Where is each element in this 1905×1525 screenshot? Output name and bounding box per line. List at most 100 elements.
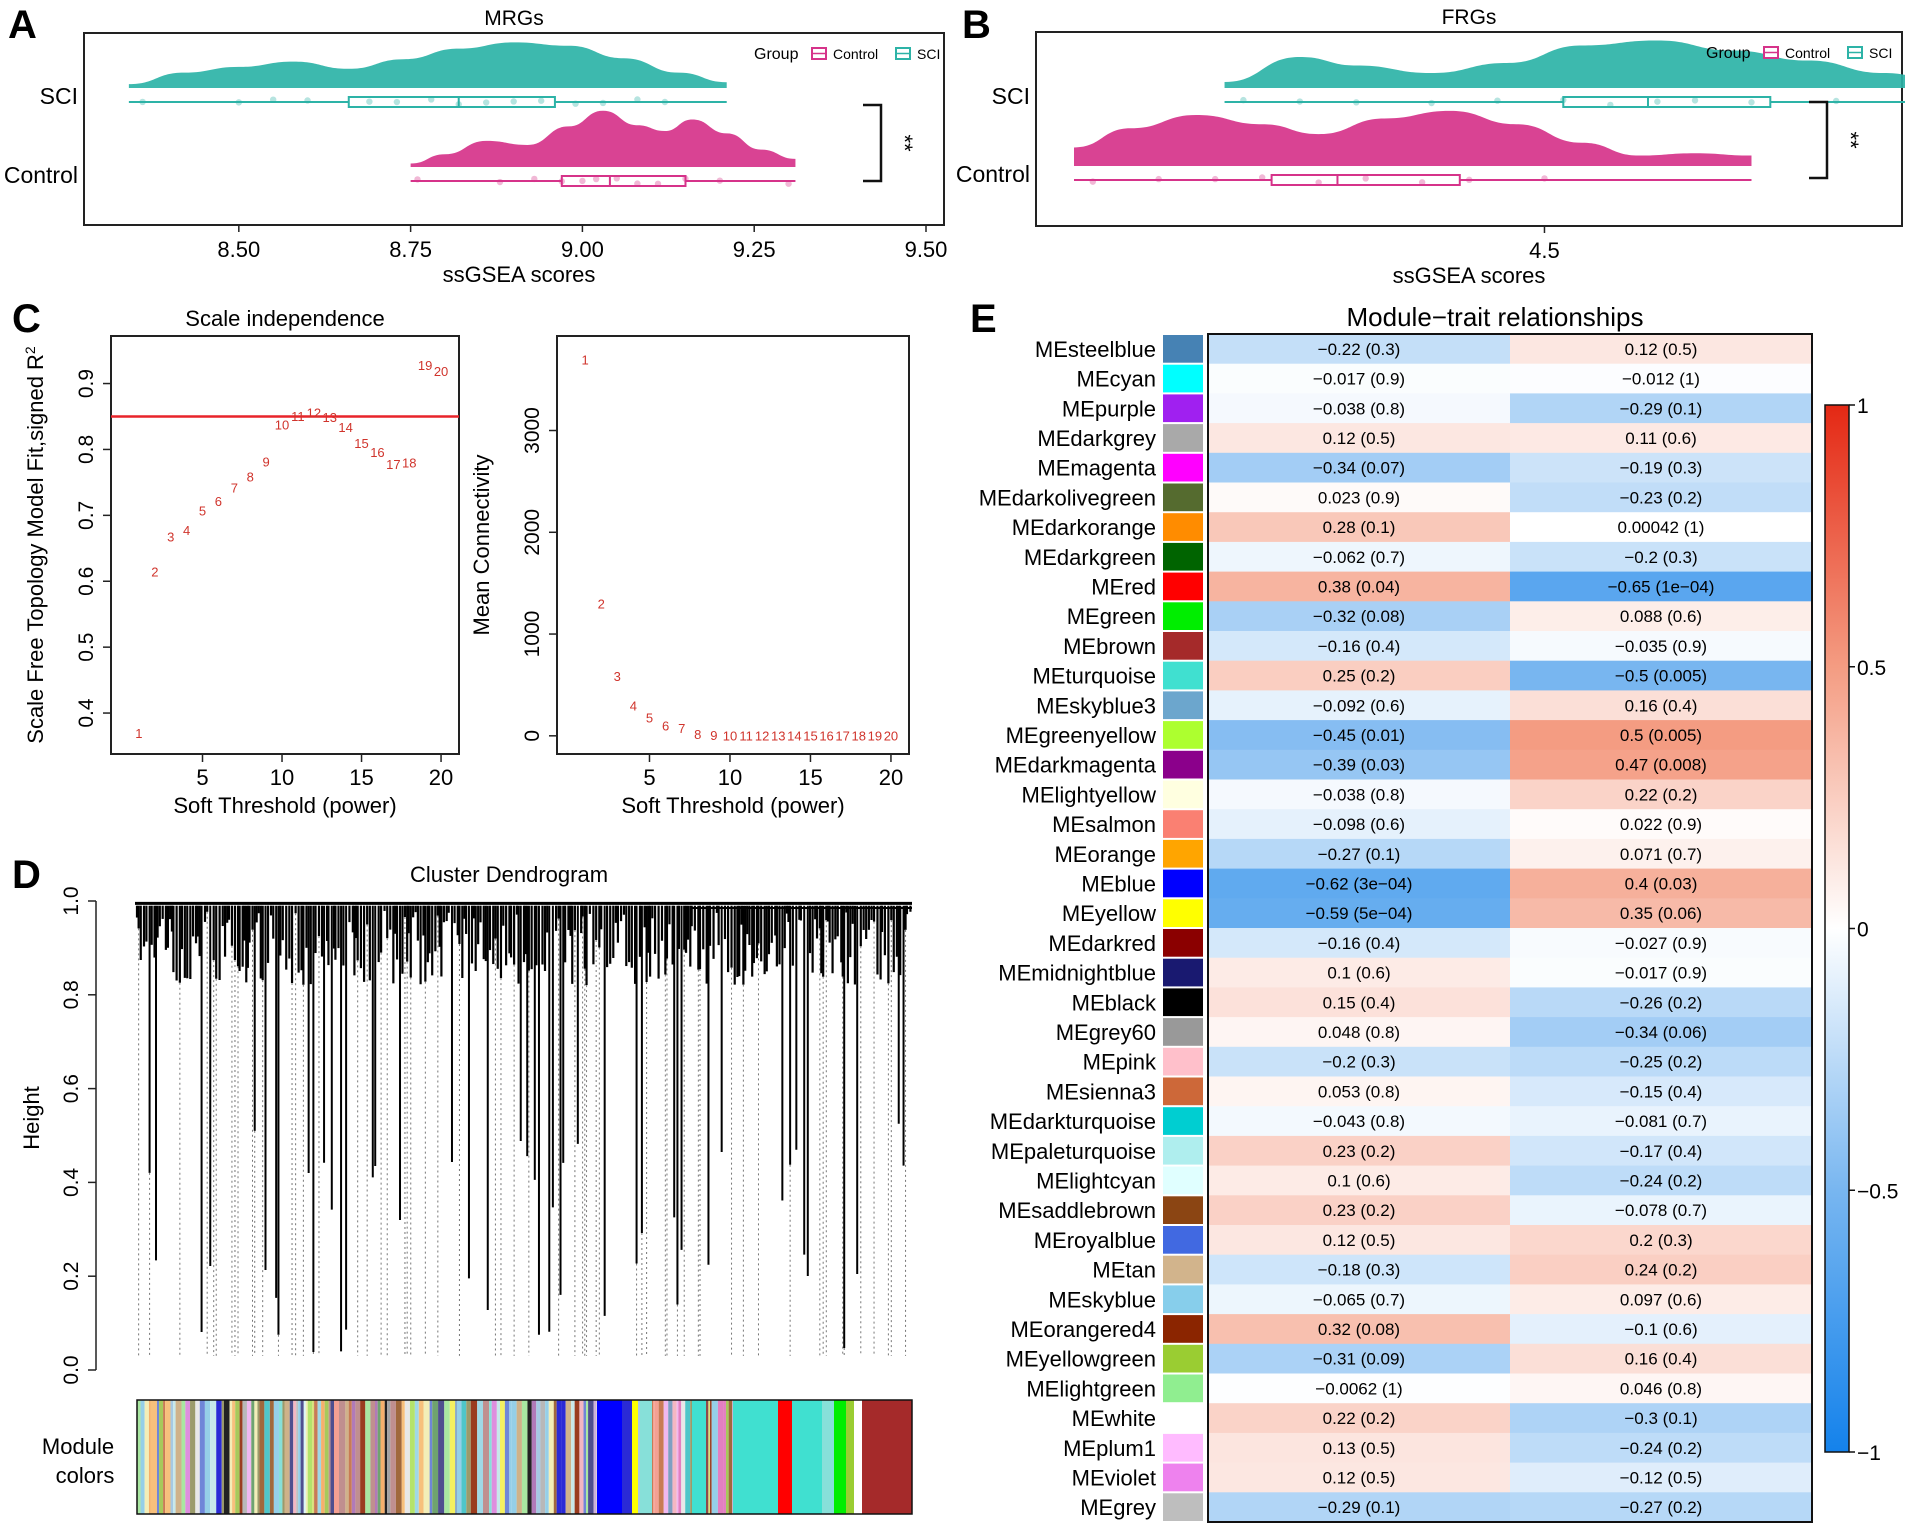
module-swatch-MEmagenta — [1163, 453, 1203, 482]
module-color-stripe — [348, 1400, 352, 1514]
module-color-block — [640, 1400, 652, 1514]
y-tick-label: 1000 — [521, 611, 544, 658]
heat-cell — [1208, 809, 1510, 840]
x-tick-label: 4.5 — [1529, 238, 1560, 263]
group-label-control: Control — [4, 162, 78, 188]
module-swatch-MEdarkturquoise — [1163, 1107, 1203, 1135]
point-label-20: 20 — [884, 728, 898, 743]
module-swatch-MEpaleturquoise — [1163, 1136, 1203, 1165]
cell-label: −0.017 (0.9) — [1313, 370, 1405, 389]
module-label-MEdarkorange: MEdarkorange — [1012, 515, 1156, 540]
module-color-stripe — [181, 1400, 186, 1514]
data-point — [661, 98, 669, 106]
point-label-17: 17 — [386, 457, 400, 472]
module-color-stripe — [496, 1400, 501, 1514]
cell-label: 0.12 (0.5) — [1323, 1231, 1396, 1250]
heat-cell — [1510, 1284, 1812, 1315]
cell-label: −0.25 (0.2) — [1620, 1053, 1703, 1072]
module-color-stripe — [148, 1400, 151, 1514]
heat-cell — [1510, 1432, 1812, 1464]
module-swatch-MEpink — [1163, 1047, 1203, 1076]
data-point — [304, 97, 311, 104]
cell-label: −0.24 (0.2) — [1620, 1171, 1703, 1190]
y-tick-label: 0.5 — [75, 633, 98, 662]
cell-label: 0.13 (0.5) — [1323, 1439, 1396, 1458]
heat-cell — [1208, 1284, 1510, 1315]
module-swatch-MElightcyan — [1163, 1166, 1203, 1195]
x-axis-label: Soft Threshold (power) — [173, 793, 396, 818]
point-label-13: 13 — [322, 410, 336, 425]
module-color-stripe — [334, 1400, 340, 1514]
box-sci — [1562, 96, 1772, 108]
module-color-stripe — [221, 1400, 224, 1514]
heat-cell — [1208, 1432, 1510, 1464]
y-tick-label: 0.6 — [60, 1074, 83, 1103]
module-color-stripe — [210, 1400, 217, 1514]
cell-label: −0.24 (0.2) — [1620, 1439, 1703, 1458]
module-color-stripe — [199, 1400, 205, 1514]
data-point — [1315, 179, 1322, 186]
panel-label-e: E — [970, 297, 997, 341]
cell-label: 0.23 (0.2) — [1323, 1201, 1396, 1220]
module-color-block — [792, 1400, 822, 1514]
module-color-stripe — [404, 1400, 410, 1514]
module-swatch-MEsienna3 — [1163, 1077, 1203, 1106]
cell-label: −0.22 (0.3) — [1318, 340, 1401, 359]
module-label-MEgreenyellow: MEgreenyellow — [1006, 723, 1157, 748]
heat-cell — [1510, 1373, 1812, 1404]
module-color-stripe — [409, 1400, 415, 1514]
heat-cell — [1208, 512, 1510, 543]
module-color-stripe — [259, 1400, 265, 1514]
module-label-MEskyblue: MEskyblue — [1048, 1287, 1156, 1312]
module-color-stripe — [444, 1400, 450, 1514]
module-color-stripe — [553, 1400, 557, 1514]
cell-label: 0.22 (0.2) — [1323, 1409, 1396, 1428]
module-color-stripe — [521, 1400, 528, 1514]
module-color-stripe — [284, 1400, 290, 1514]
panel-e-heatmap: Module−trait relationships MEsteelblue −0.… — [979, 302, 1898, 1523]
y-tick-label: 0.0 — [60, 1355, 83, 1384]
module-color-stripe — [370, 1400, 375, 1514]
panel-label-c: C — [12, 297, 41, 341]
data-point — [1466, 176, 1473, 184]
module-color-stripe — [676, 1400, 679, 1514]
module-color-stripe — [579, 1400, 584, 1514]
module-color-stripe — [681, 1400, 686, 1514]
module-label-MElightgreen: MElightgreen — [1026, 1376, 1156, 1401]
x-tick-label: 8.75 — [389, 237, 432, 262]
panel-label-a: A — [8, 3, 37, 47]
heat-cell — [1510, 1492, 1812, 1523]
module-color-stripe — [586, 1400, 589, 1514]
module-color-stripe — [190, 1400, 196, 1514]
heat-cell — [1510, 868, 1812, 899]
cell-label: 0.071 (0.7) — [1620, 845, 1702, 864]
density-sci — [1224, 40, 1905, 88]
module-color-stripe — [239, 1400, 243, 1514]
heat-cell — [1510, 1314, 1812, 1345]
chart-title: FRGs — [1442, 6, 1497, 29]
point-label-14: 14 — [787, 728, 801, 743]
point-label-2: 2 — [151, 564, 158, 579]
module-color-stripe — [305, 1400, 308, 1514]
panel-a-raincloud: MRGs 8.50 8.75 9.00 9.25 9.50 ssGSEA scores SCI… — [4, 7, 948, 287]
module-color-stripe — [195, 1400, 200, 1514]
data-point — [455, 101, 462, 108]
module-label-MEdarkturquoise: MEdarkturquoise — [990, 1109, 1156, 1134]
cell-label: 0.24 (0.2) — [1625, 1261, 1698, 1280]
cell-label: −0.027 (0.9) — [1615, 934, 1707, 953]
data-point — [1211, 175, 1219, 183]
module-color-stripe — [390, 1400, 396, 1514]
module-label-MEred: MEred — [1091, 574, 1156, 599]
cell-label: 0.35 (0.06) — [1620, 904, 1702, 923]
module-swatch-MEorange — [1163, 839, 1203, 868]
module-color-stripe — [282, 1400, 285, 1514]
module-color-stripe — [527, 1400, 532, 1514]
heat-cell — [1510, 1135, 1812, 1167]
module-swatch-MEroyalblue — [1163, 1226, 1203, 1254]
module-swatch-MEplum1 — [1163, 1433, 1203, 1462]
module-label-MElightcyan: MElightcyan — [1036, 1168, 1156, 1193]
module-color-stripe — [387, 1400, 391, 1514]
cell-label: 0.38 (0.04) — [1318, 577, 1400, 596]
module-swatch-MEskyblue — [1163, 1285, 1203, 1314]
